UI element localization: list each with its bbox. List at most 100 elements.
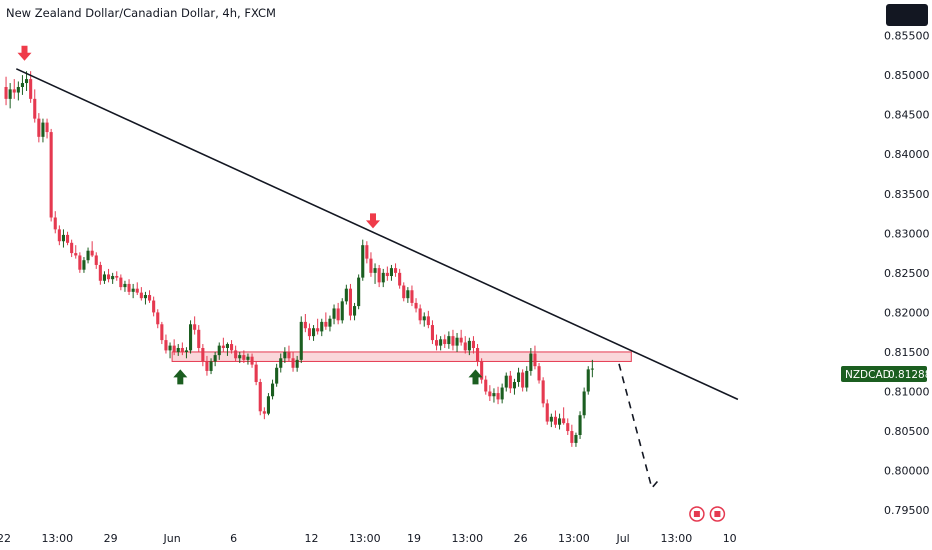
candle-body-60 [250, 356, 254, 365]
candle-body-17 [74, 253, 78, 256]
price-badge-symbol: NZDCAD [845, 369, 891, 381]
candle-body-21 [90, 250, 94, 256]
candle-body-87 [361, 245, 365, 278]
candle-body-128 [529, 353, 533, 371]
candle-body-6 [29, 79, 33, 99]
candle-body-13 [57, 229, 61, 242]
price-tick-label-5: 0.83000 [884, 227, 930, 240]
signal-arrows [17, 45, 483, 385]
price-axis: 0.85500 0.85000 0.84500 0.84000 0.83500 0.830… [884, 30, 930, 518]
candle-body-49 [205, 361, 209, 371]
candle-body-36 [152, 300, 156, 313]
candle-body-70 [291, 358, 295, 368]
price-tick-label-0: 0.85500 [884, 30, 930, 43]
candle-body-22 [94, 255, 98, 265]
time-tick-label-2: 29 [104, 532, 118, 545]
candle-body-89 [369, 258, 373, 273]
candle-body-41 [172, 345, 176, 352]
candle-body-71 [295, 359, 299, 368]
candle-body-82 [340, 301, 344, 321]
candle-body-55 [230, 344, 234, 351]
candle-body-94 [389, 268, 393, 277]
candle-body-44 [184, 350, 188, 352]
price-tick-label-3: 0.84000 [884, 148, 930, 161]
candle-body-25 [107, 274, 111, 280]
candle-body-132 [545, 403, 549, 422]
candle-body-58 [242, 355, 246, 360]
candle-body-61 [254, 364, 258, 383]
time-tick-label-4: 6 [230, 532, 237, 545]
time-axis: 22 13:00 29 Jun 6 12 13:00 19 13:00 26 13:00 Jul 13:… [0, 532, 737, 545]
candle-body-81 [336, 308, 340, 321]
candle-body-100 [414, 302, 418, 309]
corner-button[interactable] [886, 4, 928, 26]
candle-body-143 [590, 368, 594, 370]
candle-body-96 [398, 272, 402, 286]
arrow-up-icon-3 [468, 369, 483, 385]
candle-body-11 [49, 132, 53, 218]
time-tick-label-9: 26 [514, 532, 528, 545]
flag-center-0 [693, 511, 700, 517]
candle-body-27 [115, 276, 119, 278]
candle-body-19 [82, 260, 86, 270]
candle-body-42 [176, 348, 180, 352]
candle-body-57 [238, 355, 242, 359]
candle-body-20 [86, 250, 90, 261]
candle-body-73 [303, 321, 307, 329]
time-tick-label-6: 13:00 [349, 532, 381, 545]
candle-body-10 [45, 122, 49, 133]
candle-body-35 [148, 295, 152, 301]
candle-body-77 [320, 321, 324, 332]
candle-body-63 [262, 411, 266, 414]
event-flag-icon-0[interactable] [689, 506, 705, 522]
event-flag-icon-1[interactable] [709, 506, 726, 522]
candle-body-54 [225, 344, 229, 348]
time-tick-label-0: 22 [0, 532, 11, 545]
candle-body-15 [66, 234, 70, 243]
candle-body-12 [53, 217, 57, 230]
chart-title: New Zealand Dollar/Canadian Dollar, 4h, … [6, 6, 276, 20]
candle-body-24 [102, 274, 106, 281]
candle-body-52 [217, 345, 221, 356]
candles [4, 71, 594, 447]
candle-body-90 [373, 268, 377, 273]
candle-body-43 [180, 348, 184, 352]
candle-body-103 [426, 316, 430, 326]
trendline [15, 68, 739, 401]
candle-body-38 [160, 324, 164, 341]
candle-body-23 [98, 264, 102, 281]
candle-body-97 [402, 285, 406, 299]
candle-body-3 [16, 87, 20, 93]
time-tick-label-11: Jul [615, 532, 629, 545]
candle-body-18 [78, 255, 82, 270]
candle-body-84 [348, 288, 352, 316]
candle-body-115 [476, 348, 480, 362]
candle-body-112 [463, 342, 467, 351]
candle-body-7 [33, 98, 37, 119]
time-tick-label-8: 13:00 [451, 532, 483, 545]
candle-body-110 [455, 337, 459, 346]
candle-body-26 [111, 276, 115, 280]
candle-body-28 [119, 277, 123, 288]
candle-body-45 [189, 324, 193, 351]
candle-body-134 [553, 416, 557, 425]
price-axis-panel[interactable] [872, 0, 932, 522]
candle-body-129 [533, 353, 537, 367]
time-tick-label-10: 13:00 [558, 532, 590, 545]
price-badge-bg [841, 366, 927, 382]
candle-body-120 [496, 393, 500, 400]
arrow-down-icon-1 [366, 213, 380, 229]
candle-body-105 [435, 340, 439, 346]
candle-body-79 [328, 318, 332, 327]
arrow-up-icon-2 [173, 369, 188, 385]
candle-body-40 [168, 345, 172, 351]
candle-body-69 [287, 351, 291, 359]
time-tick-label-12: 13:00 [661, 532, 693, 545]
candle-body-111 [459, 337, 463, 343]
candle-body-76 [316, 328, 320, 332]
candle-body-1 [8, 89, 12, 99]
candle-body-2 [12, 89, 16, 93]
candle-body-136 [562, 418, 566, 424]
